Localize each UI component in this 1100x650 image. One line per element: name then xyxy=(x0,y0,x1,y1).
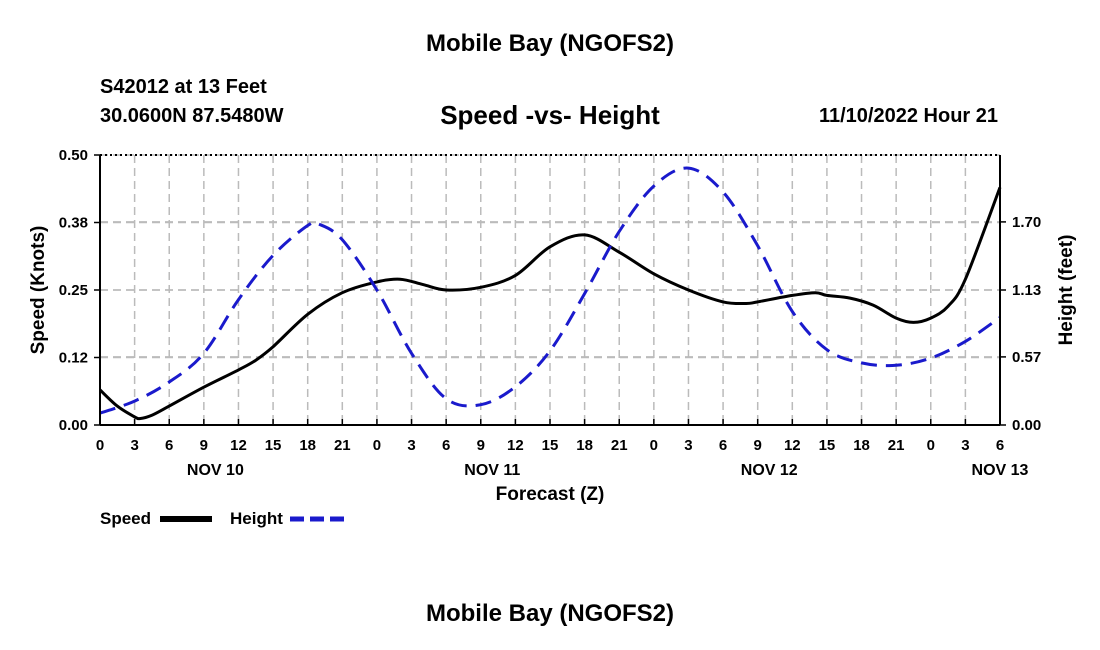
x-tick-label: 21 xyxy=(611,437,628,454)
y2-tick-label: 1.13 xyxy=(1012,282,1041,299)
date-label: NOV 12 xyxy=(741,462,798,479)
y2-tick-label: 1.70 xyxy=(1012,214,1041,231)
date-label: NOV 10 xyxy=(187,462,244,479)
chart-subtitle: Speed -vs- Height xyxy=(440,100,660,130)
y-tick-label: 0.38 xyxy=(59,215,88,232)
y-axis-title: Speed (Knots) xyxy=(28,226,49,355)
coordinates-label: 30.0600N 87.5480W xyxy=(100,105,284,127)
date-label: NOV 13 xyxy=(972,462,1029,479)
x-tick-label: 15 xyxy=(265,437,282,454)
y2-tick-label: 0.57 xyxy=(1012,349,1041,366)
x-tick-label: 12 xyxy=(784,437,801,454)
y-tick-label: 0.25 xyxy=(59,282,88,299)
x-tick-label: 0 xyxy=(96,437,104,454)
x-tick-label: 15 xyxy=(542,437,559,454)
legend-height-swatch xyxy=(290,516,344,522)
x-tick-label: 0 xyxy=(373,437,381,454)
x-tick-label: 21 xyxy=(334,437,351,454)
y2-axis-title: Height (feet) xyxy=(1056,235,1077,346)
x-tick-label: 18 xyxy=(299,437,316,454)
x-tick-label: 3 xyxy=(130,437,138,454)
x-tick-label: 21 xyxy=(888,437,905,454)
station-label: S42012 at 13 Feet xyxy=(100,76,267,98)
legend-speed-label: Speed xyxy=(100,509,152,528)
y-tick-label: 0.50 xyxy=(59,147,88,164)
x-tick-label: 3 xyxy=(961,437,969,454)
x-tick-label: 3 xyxy=(407,437,415,454)
x-axis-title: Forecast (Z) xyxy=(496,484,605,505)
x-tick-label: 0 xyxy=(927,437,935,454)
speed-series-line xyxy=(98,186,1002,421)
x-tick-label: 9 xyxy=(477,437,485,454)
y-tick-label: 0.12 xyxy=(59,350,88,367)
legend-speed-swatch xyxy=(160,516,212,522)
y2-tick-label: 0.00 xyxy=(1012,417,1041,434)
x-tick-label: 6 xyxy=(719,437,727,454)
x-tick-label: 9 xyxy=(754,437,762,454)
x-tick-label: 18 xyxy=(576,437,593,454)
y-tick-label: 0.00 xyxy=(59,417,88,434)
x-tick-label: 9 xyxy=(200,437,208,454)
x-tick-label: 12 xyxy=(507,437,524,454)
top-title: Mobile Bay (NGOFS2) xyxy=(425,30,675,57)
x-tick-label: 3 xyxy=(684,437,692,454)
legend-height-label: Height xyxy=(230,509,283,528)
date-label: NOV 11 xyxy=(464,462,520,479)
x-tick-label: 15 xyxy=(819,437,836,454)
x-tick-label: 12 xyxy=(230,437,247,454)
bottom-title: Mobile Bay (NGOFS2) xyxy=(425,600,675,627)
x-tick-label: 18 xyxy=(853,437,870,454)
speed-height-chart: 0 3 6 9 12 15 18 21 0 3 6 9 12 15 18 21 0 3 6 9 12 15 18 21 0 3 6N… xyxy=(28,147,1077,505)
x-tick-label: 0 xyxy=(650,437,658,454)
height-series-line xyxy=(99,166,1001,415)
forecast-datetime: 11/10/2022 Hour 21 xyxy=(818,105,998,127)
x-tick-label: 6 xyxy=(996,437,1004,454)
x-tick-label: 6 xyxy=(442,437,450,454)
x-tick-label: 6 xyxy=(165,437,173,454)
